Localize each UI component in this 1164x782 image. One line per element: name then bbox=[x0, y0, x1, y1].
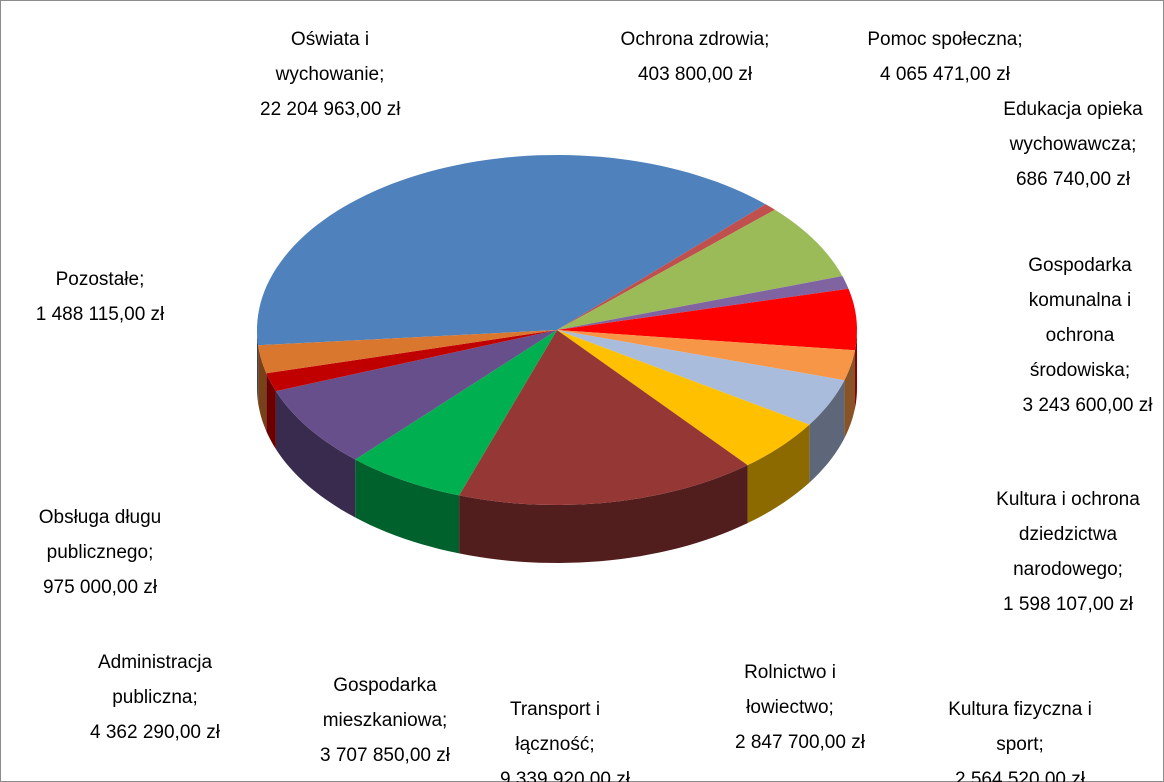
slice-side bbox=[275, 391, 356, 518]
category-name: Pozostałe bbox=[55, 269, 140, 290]
slice bbox=[557, 209, 843, 330]
slice bbox=[258, 330, 557, 374]
category-name: Ochrona zdrowia bbox=[620, 29, 765, 50]
category-name: Kultura fizyczna i sport bbox=[948, 699, 1092, 755]
value-label: 975 000,00 zł bbox=[42, 577, 158, 598]
slice-side bbox=[459, 465, 748, 563]
value-label: 3 243 600,00 zł bbox=[1022, 395, 1153, 416]
category-name: Administracja publiczna bbox=[97, 652, 213, 708]
category-name: Obsługa długu publicznego bbox=[38, 507, 162, 563]
slice bbox=[275, 330, 557, 460]
value-label: 2 847 700,00 zł bbox=[735, 732, 865, 753]
value-label: 1 598 107,00 zł bbox=[1003, 594, 1133, 615]
data-label: Pozostałe; 1 488 115,00 zł bbox=[10, 262, 190, 332]
label-separator: ; bbox=[139, 269, 145, 290]
slice bbox=[266, 330, 557, 392]
label-separator: ; bbox=[1117, 559, 1123, 580]
slice bbox=[355, 330, 557, 496]
label-separator: ; bbox=[148, 542, 154, 563]
label-separator: ; bbox=[764, 29, 770, 50]
value-label: 9 339 920,00 zł bbox=[500, 769, 630, 782]
data-label: Gospodarka komunalna i ochrona środowisk… bbox=[1022, 248, 1153, 423]
category-name: Gospodarka komunalna i ochrona środowisk… bbox=[1028, 255, 1132, 381]
slice bbox=[557, 204, 775, 330]
value-label: 4 065 471,00 zł bbox=[880, 64, 1010, 85]
label-separator: ; bbox=[1017, 29, 1023, 50]
slice bbox=[557, 330, 855, 381]
label-separator: ; bbox=[379, 64, 385, 85]
slice bbox=[557, 276, 849, 330]
value-label: 4 362 290,00 zł bbox=[90, 722, 220, 743]
slice-side bbox=[258, 345, 267, 432]
value-label: 686 740,00 zł bbox=[1015, 169, 1131, 190]
slice-side bbox=[257, 330, 259, 404]
label-separator: ; bbox=[1038, 734, 1044, 755]
value-label: 3 707 850,00 zł bbox=[320, 745, 450, 766]
label-separator: ; bbox=[828, 697, 834, 718]
slice-side bbox=[844, 350, 855, 439]
slice bbox=[257, 155, 766, 346]
data-label: Transport i łączność; 9 339 920,00 zł bbox=[500, 692, 630, 782]
category-name: Kultura i ochrona dziedzictwa narodowego bbox=[996, 489, 1140, 580]
slice-side bbox=[809, 380, 845, 483]
data-label: Kultura i ochrona dziedzictwa narodowego… bbox=[983, 482, 1153, 622]
slice bbox=[557, 330, 810, 466]
value-label: 403 800,00 zł bbox=[637, 64, 753, 85]
value-label: 22 204 963,00 zł bbox=[260, 99, 401, 120]
data-label: Oświata i wychowanie; 22 204 963,00 zł bbox=[260, 22, 401, 127]
label-separator: ; bbox=[442, 710, 448, 731]
data-label: Pomoc społeczna; 4 065 471,00 zł bbox=[835, 22, 1055, 92]
data-label: Rolnictwo i łowiectwo; 2 847 700,00 zł bbox=[735, 655, 865, 760]
category-name: Rolnictwo i łowiectwo bbox=[744, 662, 836, 718]
data-label: Kultura fizyczna i sport; 2 564 520,00 zł bbox=[935, 692, 1105, 782]
category-name: Gospodarka mieszkaniowa bbox=[322, 675, 443, 731]
label-separator: ; bbox=[1131, 134, 1137, 155]
slice-side bbox=[747, 424, 810, 524]
slice-side bbox=[855, 330, 857, 409]
slice bbox=[557, 330, 845, 425]
slice-side bbox=[355, 459, 460, 554]
data-label: Obsługa długu publicznego; 975 000,00 zł bbox=[30, 500, 170, 605]
category-name: Edukacja opieka wychowawcza bbox=[1003, 99, 1143, 155]
label-separator: ; bbox=[192, 687, 198, 708]
label-separator: ; bbox=[589, 734, 595, 755]
data-label: Ochrona zdrowia; 403 800,00 zł bbox=[585, 22, 805, 92]
data-label: Administracja publiczna; 4 362 290,00 zł bbox=[90, 645, 220, 750]
data-label: Gospodarka mieszkaniowa; 3 707 850,00 zł bbox=[320, 668, 450, 773]
label-separator: ; bbox=[1124, 360, 1131, 381]
category-name: Pomoc społeczna bbox=[867, 29, 1018, 50]
value-label: 2 564 520,00 zł bbox=[955, 769, 1085, 782]
slice-side bbox=[266, 373, 276, 450]
category-name: Transport i łączność bbox=[509, 699, 601, 755]
value-label: 1 488 115,00 zł bbox=[35, 304, 165, 325]
category-name: Oświata i wychowanie bbox=[275, 29, 380, 85]
slice bbox=[557, 288, 857, 351]
slice bbox=[459, 330, 748, 505]
data-label: Edukacja opieka wychowawcza; 686 740,00 z… bbox=[991, 92, 1156, 197]
